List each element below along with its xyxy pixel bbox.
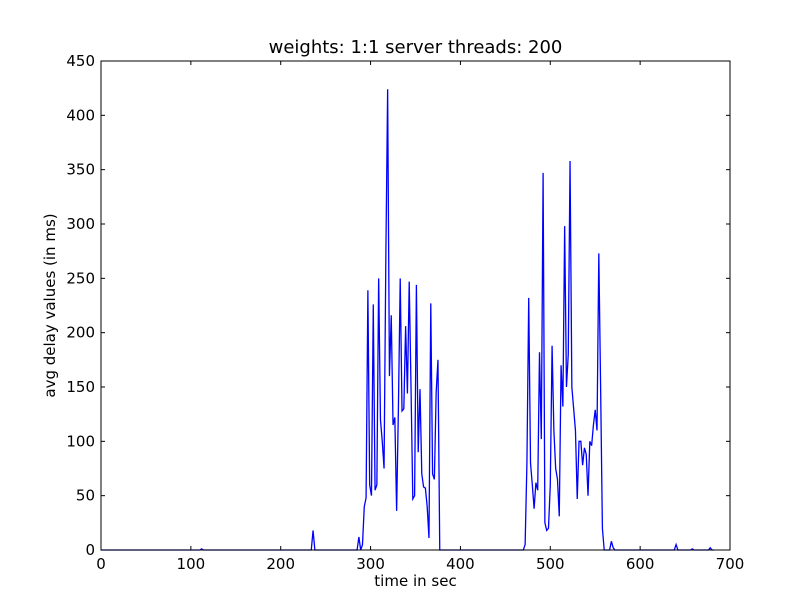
series-line-0 [101,89,714,551]
x-tick-label: 100 [177,555,206,573]
y-tick-label: 200 [66,324,95,342]
chart-title: weights: 1:1 server threads: 200 [269,37,563,58]
x-tick-label: 0 [96,555,106,573]
y-tick-label: 250 [66,269,95,287]
y-tick-label: 400 [66,106,95,124]
y-tick-label: 50 [76,487,95,505]
y-tick-label: 150 [66,378,95,396]
y-axis-label: avg delay values (in ms) [41,213,59,397]
x-tick-label: 400 [446,555,475,573]
plot-frame [100,60,731,551]
x-tick-label: 200 [266,555,295,573]
y-tick-label: 0 [85,541,95,559]
plot-area [101,89,714,551]
x-tick-label: 300 [356,555,385,573]
x-tick-label: 700 [716,555,745,573]
y-axis-ticks: 0 50 100 150 200 250 300 350 400 450 [66,52,730,559]
x-axis-ticks: 0 100 200 300 400 500 600 700 [96,61,744,573]
y-tick-label: 450 [66,52,95,70]
x-tick-label: 600 [626,555,655,573]
y-tick-label: 300 [66,215,95,233]
x-tick-label: 500 [536,555,565,573]
y-tick-label: 100 [66,432,95,450]
x-axis-label: time in sec [374,572,456,590]
y-tick-label: 350 [66,161,95,179]
